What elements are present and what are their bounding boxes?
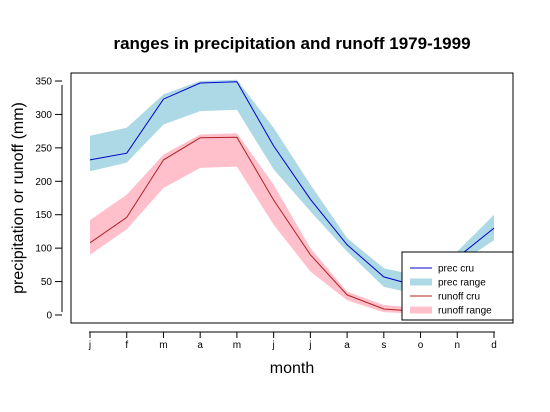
legend-label-runoff-cru: runoff cru bbox=[438, 292, 480, 303]
legend: prec cru prec range runoff cru runoff range bbox=[401, 251, 514, 321]
prec-range-band bbox=[90, 79, 494, 295]
x-tick-label: o bbox=[418, 340, 424, 351]
x-tick-label: d bbox=[491, 340, 497, 351]
y-axis-label: precipitation or runoff (mm) bbox=[10, 102, 27, 294]
x-tick-label: j bbox=[272, 340, 275, 351]
y-tick-label: 100 bbox=[35, 244, 52, 255]
x-tick-label: a bbox=[197, 340, 203, 351]
legend-label-prec-cru: prec cru bbox=[438, 264, 474, 275]
y-tick-label: 200 bbox=[35, 177, 52, 188]
y-tick-label: 0 bbox=[46, 310, 52, 321]
x-tick-label: j bbox=[88, 340, 91, 351]
x-tick-label: j bbox=[308, 340, 311, 351]
runoff-range-band bbox=[90, 133, 494, 314]
y-tick-label: 300 bbox=[35, 110, 52, 121]
chart-title: ranges in precipitation and runoff 1979-… bbox=[113, 34, 470, 53]
x-tick-label: s bbox=[381, 340, 386, 351]
y-tick-label: 350 bbox=[35, 77, 52, 88]
bands-layer bbox=[90, 79, 494, 314]
y-axis: 0 50 100 150 200 250 300 350 bbox=[35, 77, 63, 321]
x-tick-label: m bbox=[159, 340, 167, 351]
plot-frame bbox=[70, 72, 514, 324]
x-tick-label: f bbox=[125, 340, 128, 351]
y-tick-label: 150 bbox=[35, 210, 52, 221]
x-axis-label: month bbox=[270, 360, 314, 377]
legend-label-runoff-range: runoff range bbox=[438, 306, 492, 317]
y-tick-label: 50 bbox=[41, 277, 53, 288]
legend-label-prec-range: prec range bbox=[438, 278, 486, 289]
x-tick-label: n bbox=[454, 340, 460, 351]
y-tick-label: 250 bbox=[35, 143, 52, 154]
x-tick-label: m bbox=[233, 340, 241, 351]
x-tick-label: a bbox=[344, 340, 350, 351]
